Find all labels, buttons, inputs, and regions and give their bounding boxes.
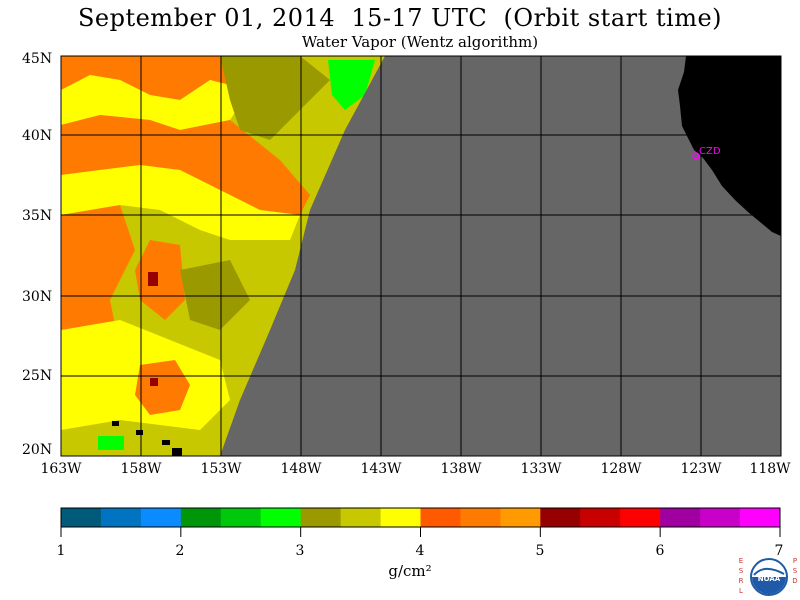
colorbar: [61, 508, 781, 527]
moist-band-orange-mid2: [135, 240, 185, 320]
lat-tick-30n: 30N: [22, 289, 53, 305]
hawaii-island-kauai: [112, 421, 119, 426]
lat-tick-35n: 35N: [22, 208, 53, 224]
colorbar-swatch: [180, 508, 222, 527]
colorbar-swatch: [500, 508, 541, 527]
lon-tick-138w: 138W: [440, 461, 482, 477]
hawaii-island-maui: [162, 440, 170, 445]
colorbar-label-2: 2: [175, 543, 185, 559]
colorbar-swatch: [340, 508, 382, 527]
colorbar-label-7: 7: [774, 543, 784, 559]
colorbar-label-1: 1: [56, 543, 66, 559]
colorbar-swatch: [460, 508, 501, 527]
map-subtitle: Water Vapor (Wentz algorithm): [301, 33, 539, 51]
colorbar-swatch: [420, 508, 461, 527]
colorbar-label-6: 6: [655, 543, 665, 559]
colorbar-tick-marks: [60, 527, 781, 537]
colorbar-swatch: [660, 508, 701, 527]
lat-tick-25n: 25N: [22, 368, 53, 384]
hawaii-island-big: [172, 448, 182, 456]
colorbar-label-5: 5: [535, 543, 545, 559]
colorbar-label-3: 3: [295, 543, 305, 559]
moist-band-yellow-north: [61, 75, 250, 130]
moist-band-yellow-mid: [61, 165, 300, 240]
moist-core-darkred-south: [150, 378, 158, 386]
colorbar-swatch: [620, 508, 661, 527]
colorbar-swatch: [580, 508, 621, 527]
map-title: September 01, 2014 15-17 UTC (Orbit star…: [77, 4, 723, 32]
grid-lines: [61, 56, 781, 456]
colorbar-swatch: [300, 508, 342, 527]
noaa-emblem-icon: NOAA: [750, 558, 788, 596]
colorbar-swatch: [100, 508, 142, 527]
colorbar-swatch: [700, 508, 741, 527]
colorbar-swatch: [61, 508, 102, 527]
lon-tick-128w: 128W: [600, 461, 642, 477]
dry-patch-olive-south: [180, 260, 250, 330]
colorbar-swatch: [260, 508, 302, 527]
colorbar-swatch: [740, 508, 781, 527]
lon-tick-133w: 133W: [520, 461, 562, 477]
lon-tick-153w: 153W: [200, 461, 242, 477]
lat-tick-20n: 20N: [22, 442, 53, 458]
colorbar-swatch: [380, 508, 421, 527]
station-label: CZD: [699, 146, 721, 157]
noaa-emblem-text: NOAA: [758, 575, 781, 583]
moist-band-orange-mid: [61, 115, 310, 215]
lon-tick-148w: 148W: [280, 461, 322, 477]
colorbar-swatch: [220, 508, 262, 527]
green-patch-southwest: [98, 436, 124, 450]
dry-patch-olive: [220, 56, 330, 140]
lon-tick-143w: 143W: [360, 461, 402, 477]
lat-tick-40n: 40N: [22, 128, 53, 144]
land-california: [678, 56, 781, 236]
no-data-region: [220, 56, 781, 456]
hawaii-island-oahu: [136, 430, 143, 435]
station-marker: [692, 152, 700, 160]
colorbar-swatch: [140, 508, 182, 527]
lon-tick-123w: 123W: [680, 461, 722, 477]
colorbar-unit: g/cm²: [388, 562, 432, 580]
lon-tick-158w: 158W: [120, 461, 162, 477]
moist-core-darkred: [148, 272, 158, 286]
moist-band-orange-south: [135, 360, 190, 415]
lon-tick-163w: 163W: [40, 461, 82, 477]
colorbar-label-4: 4: [415, 543, 425, 559]
lat-tick-45n: 45N: [22, 51, 53, 67]
colorbar-swatch: [540, 508, 581, 527]
map-frame: [60, 55, 782, 457]
lon-tick-118w: 118W: [749, 461, 791, 477]
dry-patch-green: [328, 60, 375, 110]
